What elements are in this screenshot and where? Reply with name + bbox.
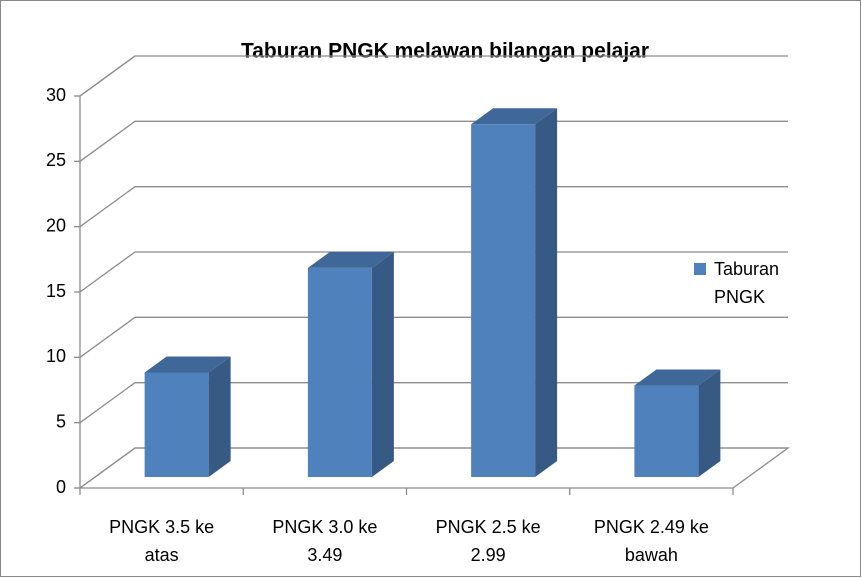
bar-front [634,385,699,477]
x-tick-label: PNGK 3.5 ke atas [109,517,214,565]
bar-side [371,251,394,477]
bar-front [144,372,209,477]
chart-title: Taburan PNGK melawan bilangan pelajar [241,40,649,63]
y-tick-label: 20 [46,215,66,235]
bar-front [307,267,372,477]
bar [307,251,394,477]
bar-top [144,356,231,373]
bar-top [634,369,721,386]
grid-line [79,120,788,162]
legend-label: Taburan PNGK [714,259,779,307]
bar-top [307,251,394,268]
grid-line [79,186,788,228]
grid-line [79,55,788,97]
bar-side [698,369,721,477]
x-tick-label: PNGK 3.0 ke 3.49 [272,517,377,565]
bar [144,356,231,477]
grid-line [79,447,788,489]
bar-front [471,124,536,477]
bar [634,369,721,477]
y-tick-label: 5 [56,411,66,431]
bar-side [535,108,558,477]
bar-top [471,108,558,125]
grid-line [79,251,788,293]
x-tick-label: PNGK 2.5 ke 2.99 [436,517,541,565]
y-tick-label: 30 [46,85,66,105]
bar-side [208,356,231,477]
bar [471,108,558,477]
grid-line [79,316,788,358]
legend-swatch [694,263,706,275]
y-tick-label: 25 [46,150,66,170]
y-tick-label: 15 [46,281,66,301]
y-tick-label: 0 [56,477,66,497]
x-tick-label: PNGK 2.49 ke bawah [594,517,709,565]
grid-line [79,382,788,424]
y-tick-label: 10 [46,346,66,366]
